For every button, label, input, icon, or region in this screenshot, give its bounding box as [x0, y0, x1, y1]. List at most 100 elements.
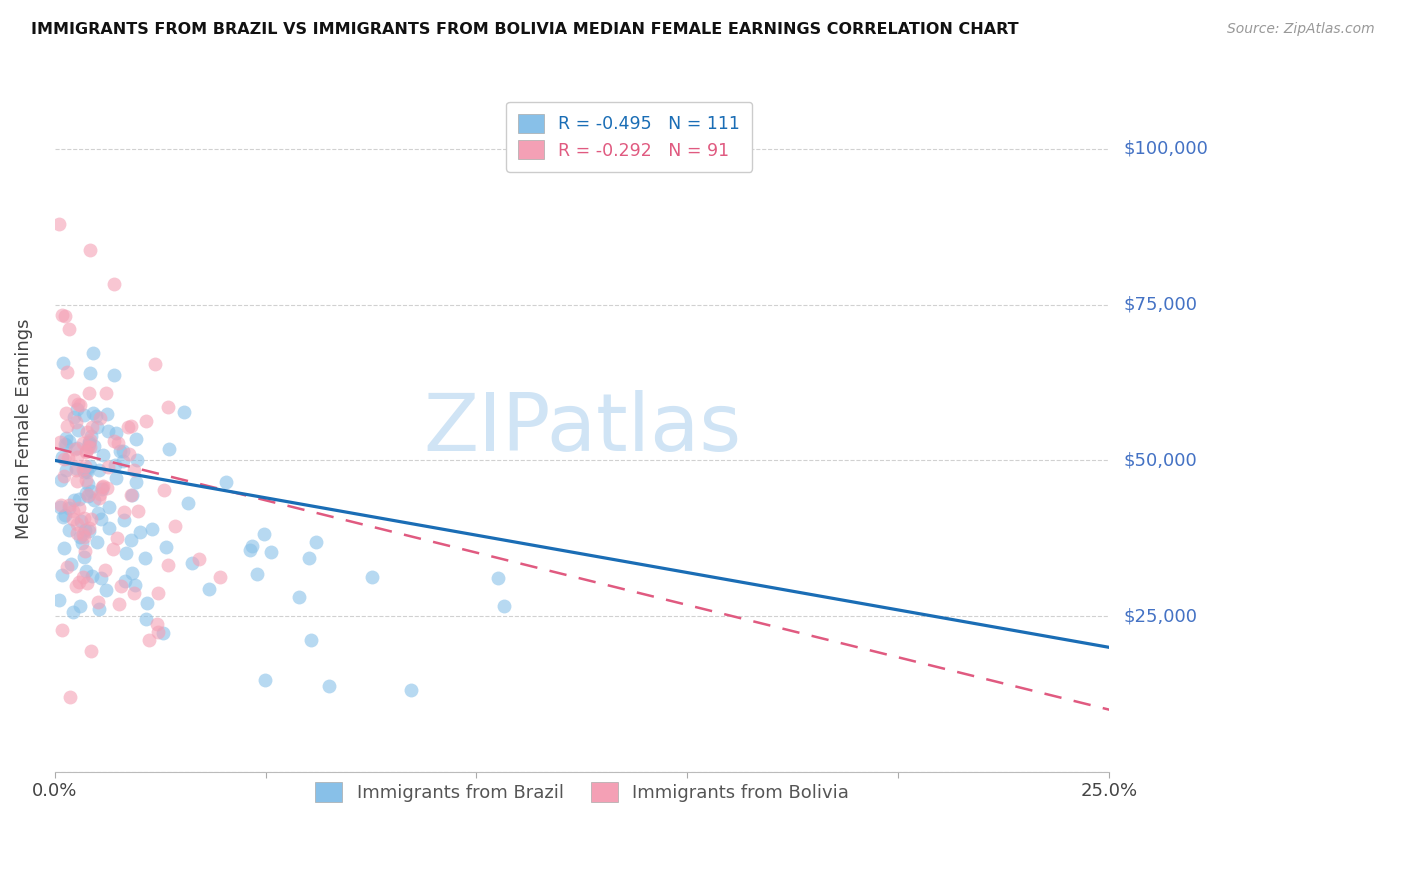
Point [103, 434, 125, 448]
Point [75, 464, 97, 478]
Point [66, 475, 89, 489]
Point [96, 385, 118, 400]
Point [52, 509, 75, 524]
Point [98, 500, 121, 514]
Point [110, 579, 132, 593]
Point [65, 415, 87, 429]
Point [114, 574, 136, 588]
Point [82, 569, 104, 583]
Point [138, 633, 160, 648]
Point [79, 244, 101, 258]
Point [55, 463, 77, 477]
Point [135, 612, 157, 626]
Point [125, 475, 148, 489]
Point [86, 419, 108, 434]
Point [298, 551, 321, 566]
Point [87, 506, 110, 520]
Point [299, 632, 322, 647]
Point [59, 690, 82, 704]
Point [177, 496, 200, 510]
Point [152, 483, 174, 498]
Point [156, 401, 179, 415]
Text: IMMIGRANTS FROM BRAZIL VS IMMIGRANTS FROM BOLIVIA MEDIAN FEMALE EARNINGS CORRELA: IMMIGRANTS FROM BRAZIL VS IMMIGRANTS FRO… [31, 22, 1018, 37]
Point [105, 531, 128, 545]
Point [55, 437, 77, 451]
Point [75, 564, 97, 578]
Point [66, 441, 89, 455]
Y-axis label: Median Female Earnings: Median Female Earnings [15, 319, 32, 540]
Point [53, 451, 76, 466]
Point [101, 541, 124, 556]
Point [148, 624, 170, 639]
Point [89, 487, 111, 501]
Point [80, 644, 103, 658]
Point [65, 402, 87, 417]
Point [104, 425, 127, 440]
Point [79, 484, 101, 499]
Point [152, 626, 174, 640]
Text: Source: ZipAtlas.com: Source: ZipAtlas.com [1227, 22, 1375, 37]
Point [52, 356, 75, 370]
Point [73, 530, 96, 544]
Point [83, 493, 105, 508]
Point [53, 310, 76, 324]
Point [56, 560, 79, 574]
Point [163, 519, 186, 533]
Point [77, 521, 100, 535]
Point [58, 501, 80, 516]
Point [76, 425, 98, 439]
Point [157, 442, 180, 456]
Point [486, 572, 509, 586]
Point [146, 586, 169, 600]
Point [90, 571, 112, 585]
Point [305, 535, 328, 549]
Point [55, 406, 77, 420]
Point [135, 596, 157, 610]
Point [111, 454, 134, 468]
Point [51, 498, 73, 512]
Point [72, 527, 94, 541]
Point [117, 420, 139, 434]
Point [75, 444, 97, 458]
Point [69, 398, 91, 412]
Point [75, 473, 97, 487]
Point [121, 566, 143, 580]
Point [122, 463, 145, 477]
Point [56, 418, 79, 433]
Point [89, 602, 111, 616]
Point [114, 546, 136, 560]
Point [67, 574, 90, 589]
Point [77, 435, 100, 450]
Point [76, 486, 98, 500]
Point [108, 443, 131, 458]
Point [89, 411, 111, 425]
Point [51, 568, 73, 582]
Point [112, 505, 135, 519]
Point [87, 491, 110, 506]
Point [77, 488, 100, 502]
Point [62, 605, 84, 619]
Point [360, 570, 382, 584]
Point [80, 511, 103, 525]
Point [288, 590, 311, 604]
Text: $25,000: $25,000 [1123, 607, 1198, 625]
Point [155, 540, 177, 554]
Point [55, 431, 77, 445]
Point [73, 511, 96, 525]
Point [105, 471, 128, 485]
Point [51, 450, 73, 464]
Point [75, 445, 97, 459]
Point [156, 558, 179, 572]
Point [62, 504, 84, 518]
Point [79, 434, 101, 448]
Point [76, 576, 98, 591]
Point [96, 481, 118, 495]
Point [62, 512, 84, 526]
Point [79, 366, 101, 380]
Point [56, 450, 79, 465]
Point [87, 463, 110, 477]
Point [86, 534, 108, 549]
Point [120, 533, 142, 548]
Point [90, 511, 112, 525]
Point [91, 480, 114, 494]
